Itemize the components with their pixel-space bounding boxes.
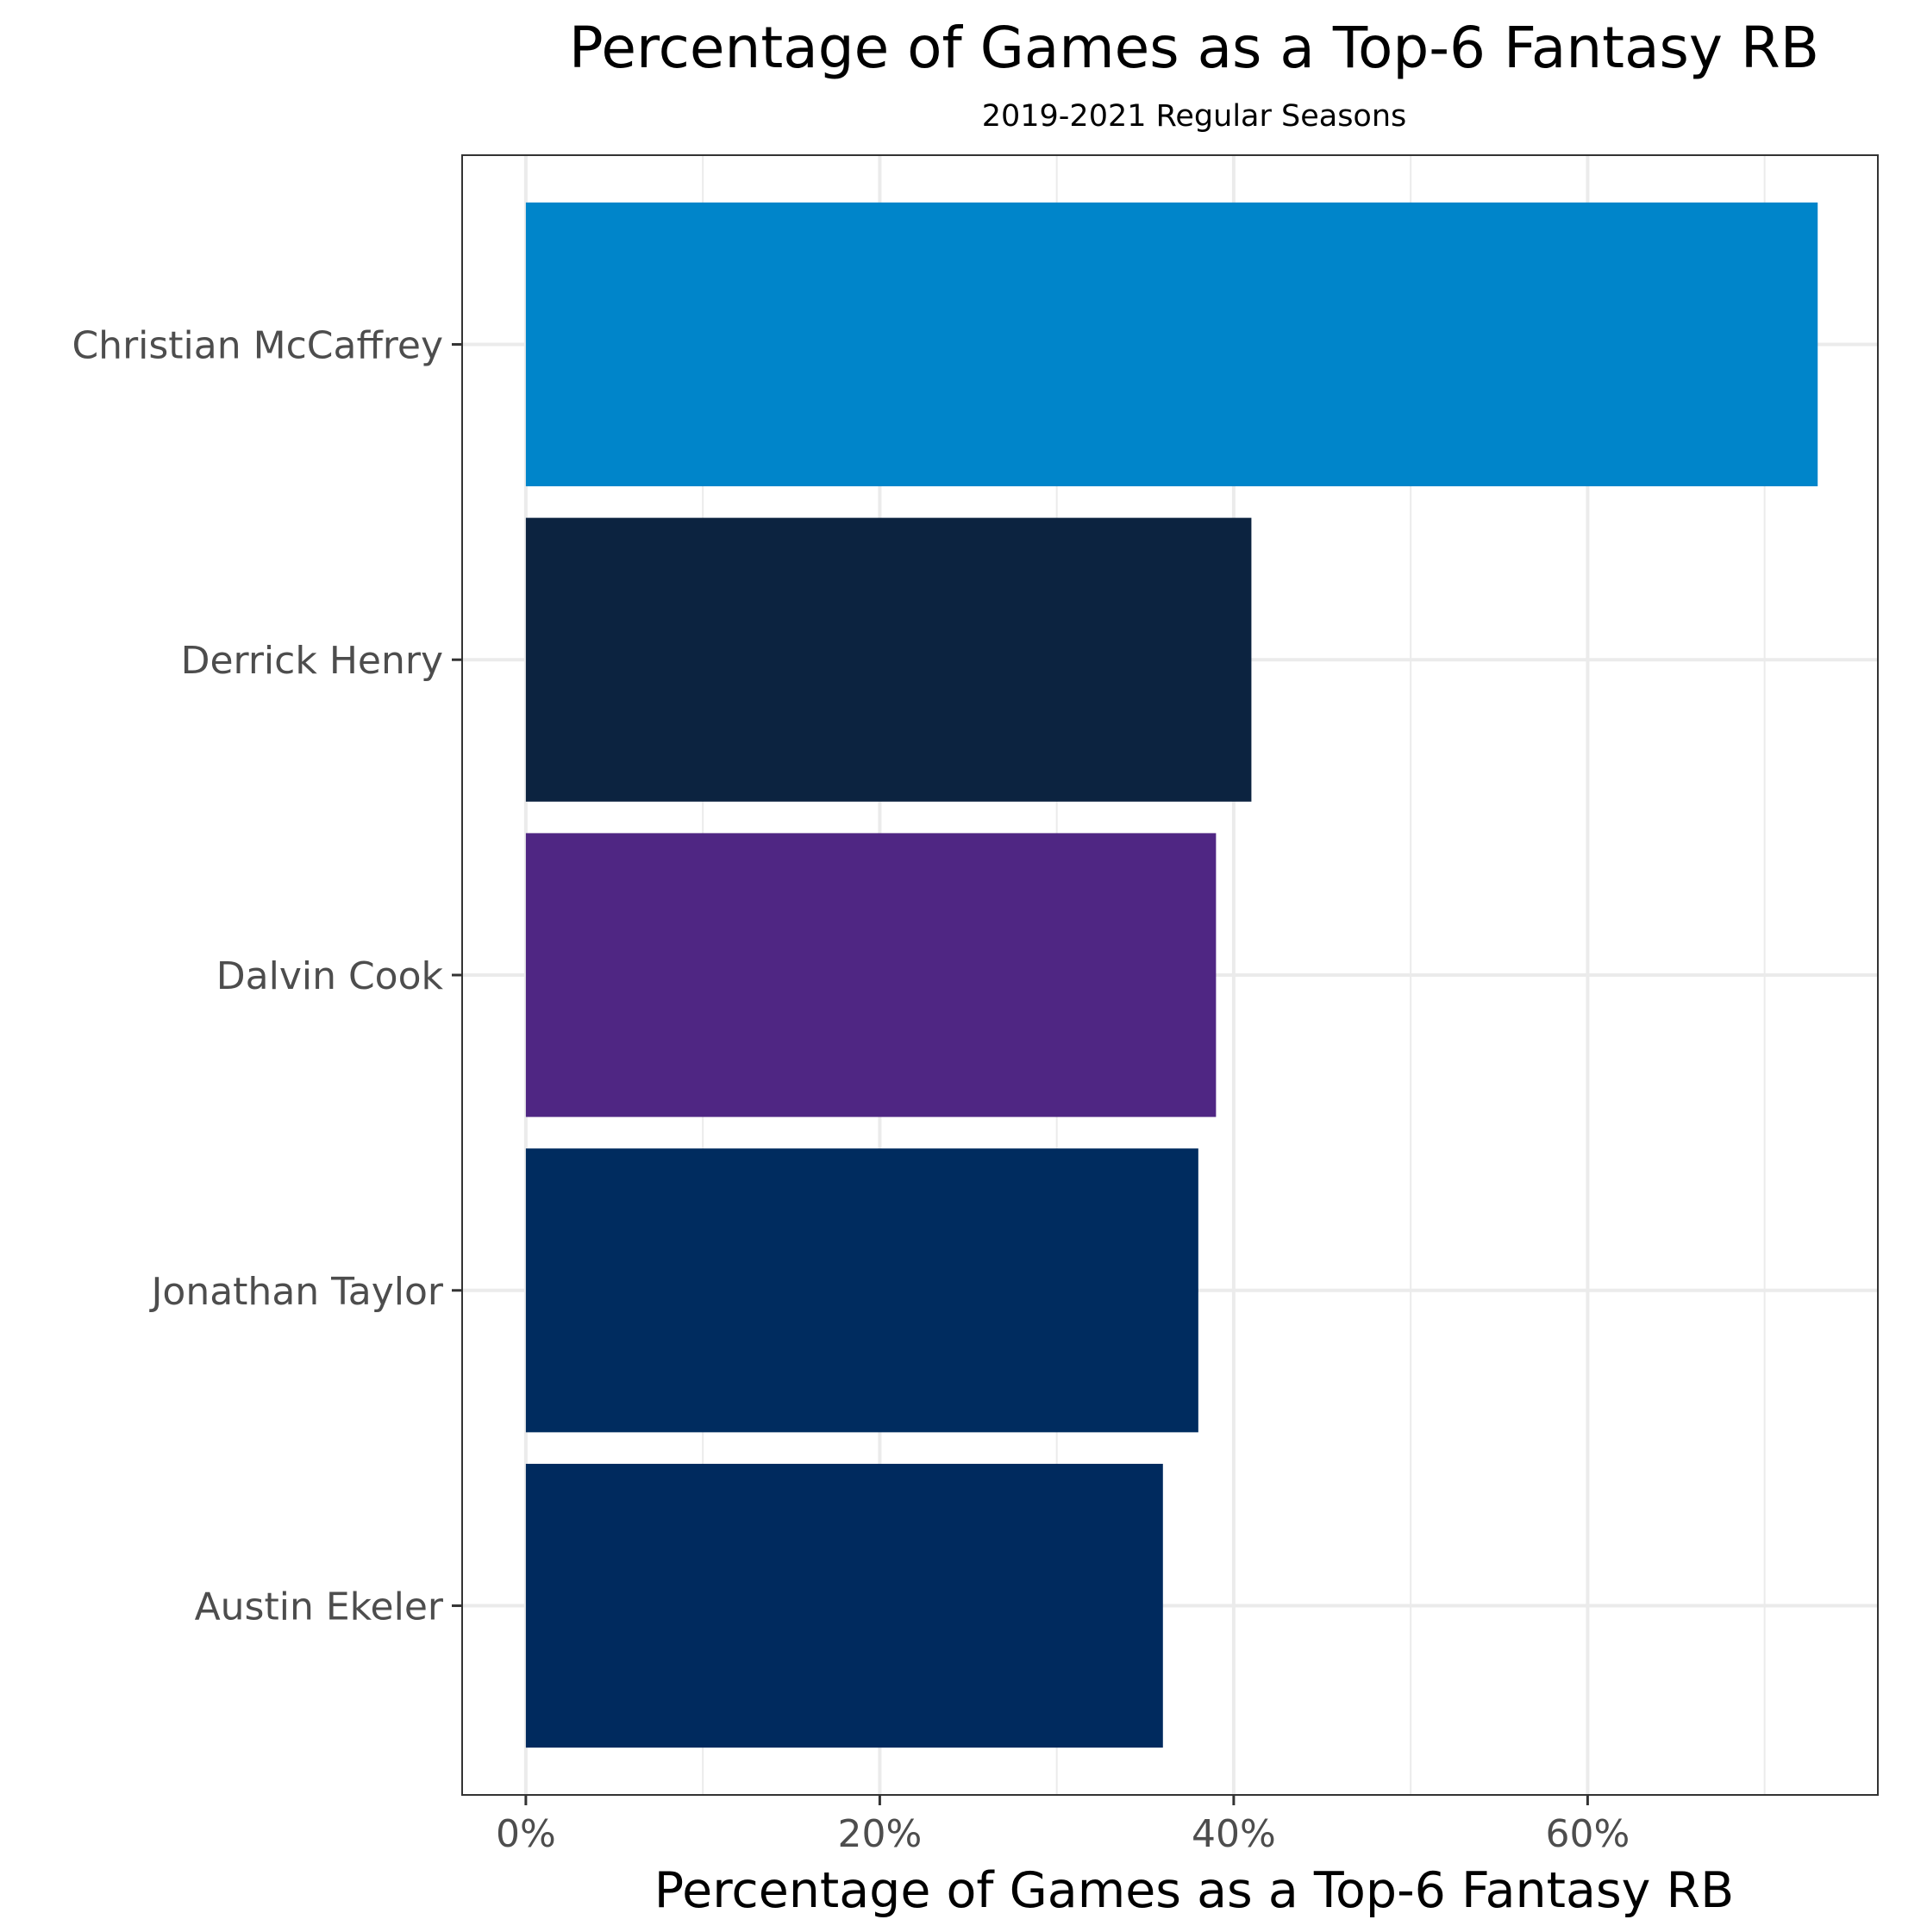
x-tick-label: 0% bbox=[496, 1812, 556, 1856]
bar bbox=[525, 517, 1252, 802]
y-tick-label: Austin Ekeler bbox=[195, 1585, 444, 1629]
y-tick-label: Jonathan Taylor bbox=[148, 1270, 443, 1314]
chart-subtitle: 2019-2021 Regular Seasons bbox=[982, 99, 1407, 134]
bar bbox=[525, 1463, 1163, 1748]
bars bbox=[525, 202, 1818, 1748]
x-tick-label: 60% bbox=[1545, 1812, 1630, 1856]
x-axis-title: Percentage of Games as a Top-6 Fantasy R… bbox=[654, 1862, 1734, 1919]
y-tick-label: Derrick Henry bbox=[181, 639, 443, 683]
y-tick-label: Dalvin Cook bbox=[216, 954, 444, 998]
axes: Christian McCaffrey Derrick Henry Dalvin C… bbox=[72, 323, 1630, 1856]
bar bbox=[525, 202, 1818, 487]
y-tick-label: Christian McCaffrey bbox=[72, 323, 443, 367]
chart-title: Percentage of Games as a Top-6 Fantasy R… bbox=[569, 15, 1819, 81]
bar bbox=[525, 1148, 1198, 1433]
bar bbox=[525, 833, 1217, 1117]
x-tick-label: 20% bbox=[837, 1812, 922, 1856]
x-tick-label: 40% bbox=[1192, 1812, 1276, 1856]
